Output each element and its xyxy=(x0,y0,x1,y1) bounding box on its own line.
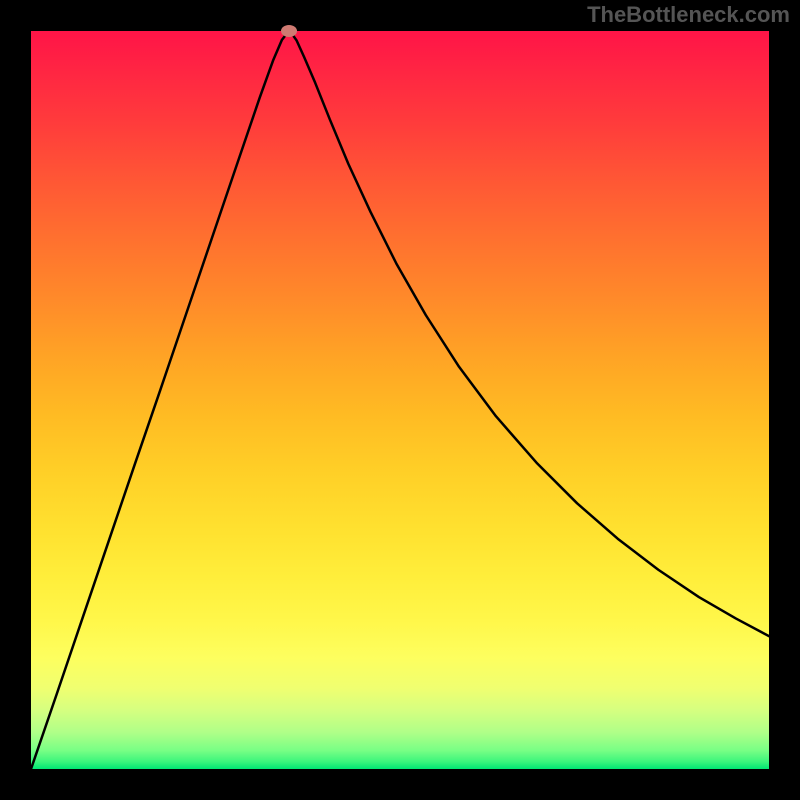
plot-area xyxy=(31,31,769,769)
figure-root: TheBottleneck.com xyxy=(0,0,800,800)
bottleneck-curve xyxy=(31,31,769,769)
minimum-marker xyxy=(281,25,297,37)
curve-path xyxy=(31,31,769,769)
watermark-text: TheBottleneck.com xyxy=(587,2,790,28)
